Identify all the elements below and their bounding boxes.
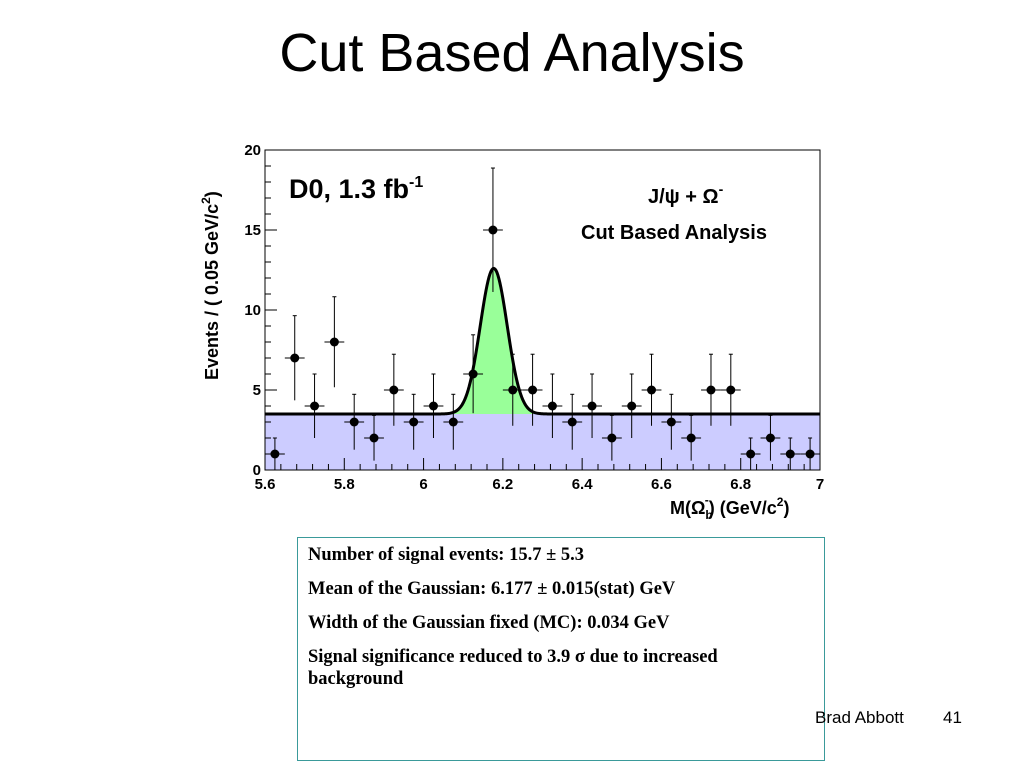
data-marker — [607, 433, 617, 443]
data-point — [621, 373, 642, 438]
data-point — [582, 373, 602, 438]
data-marker — [389, 385, 399, 395]
fit-curve — [265, 266, 820, 416]
signal-area — [439, 268, 548, 414]
x-axis-label: M(Ωb-) (GeV/c2) — [670, 493, 789, 522]
data-point — [780, 437, 801, 470]
fit-results-box: Number of signal events: 15.7 ± 5.3 Mean… — [297, 537, 825, 761]
data-marker — [627, 401, 637, 411]
data-marker — [270, 449, 280, 459]
y-tick-label: 5 — [253, 382, 261, 399]
signal-gaussian-region — [439, 268, 548, 414]
data-marker — [686, 433, 696, 443]
x-tick-label: 7 — [816, 476, 824, 493]
footer-author: Brad Abbott — [815, 708, 904, 727]
data-point — [740, 437, 761, 470]
data-point — [483, 167, 503, 292]
y-axis-label: Events / ( 0.05 GeV/c2) — [199, 191, 222, 380]
experiment-label: D0, 1.3 fb-1 — [289, 174, 423, 204]
data-point — [284, 315, 305, 401]
x-tick-label: 6.4 — [572, 476, 594, 493]
data-marker — [290, 353, 300, 363]
data-marker — [746, 449, 756, 459]
data-marker — [785, 449, 795, 459]
data-point — [720, 353, 741, 426]
data-marker — [409, 417, 419, 427]
data-point — [800, 437, 820, 470]
data-marker — [448, 417, 458, 427]
fit-curve-line — [265, 266, 820, 416]
data-point — [562, 393, 583, 450]
signal-events-text: Number of signal events: 15.7 ± 5.3 — [308, 545, 585, 565]
data-marker — [369, 433, 379, 443]
page-number: 41 — [943, 708, 962, 727]
x-tick-label: 5.8 — [334, 476, 355, 493]
data-point — [304, 373, 325, 438]
data-point — [443, 393, 464, 450]
data-marker — [587, 401, 597, 411]
data-point — [344, 393, 365, 450]
data-marker — [329, 337, 339, 347]
data-point — [502, 353, 523, 426]
data-marker — [428, 401, 438, 411]
data-point — [641, 353, 662, 426]
data-marker — [765, 433, 775, 443]
data-marker — [805, 449, 815, 459]
data-marker — [647, 385, 657, 395]
data-marker — [488, 225, 498, 235]
data-marker — [528, 385, 538, 395]
y-tick-label: 20 — [244, 142, 261, 159]
data-marker — [567, 417, 577, 427]
slide-title: Cut Based Analysis — [279, 23, 745, 83]
data-marker — [547, 401, 557, 411]
data-marker — [508, 385, 518, 395]
data-point — [463, 334, 484, 414]
y-tick-label: 0 — [253, 462, 261, 479]
data-marker — [468, 369, 478, 379]
data-point — [522, 353, 543, 426]
data-point — [542, 373, 563, 438]
axis-ticks: 5.6 5.8 6 6.2 6.4 6.6 6.8 7 0 5 10 15 20 — [244, 142, 824, 493]
data-marker — [706, 385, 716, 395]
data-marker — [310, 401, 320, 411]
data-point — [661, 393, 682, 450]
channel-label: J/ψ + Ω- — [648, 181, 724, 208]
data-point — [601, 414, 622, 461]
data-point — [760, 414, 781, 461]
gaussian-mean-text: Mean of the Gaussian: 6.177 ± 0.015(stat… — [308, 579, 676, 599]
data-marker — [349, 417, 359, 427]
y-tick-label: 15 — [244, 222, 261, 239]
x-tick-label: 6.6 — [651, 476, 672, 493]
data-point — [681, 414, 702, 461]
data-point — [403, 393, 424, 450]
gaussian-width-text: Width of the Gaussian fixed (MC): 0.034 … — [308, 613, 670, 633]
x-tick-label: 6 — [419, 476, 427, 493]
data-point — [423, 373, 444, 438]
x-tick-label: 6.8 — [730, 476, 751, 493]
y-tick-label: 10 — [244, 302, 261, 319]
x-tick-label: 6.2 — [492, 476, 513, 493]
data-point — [701, 353, 721, 426]
data-point — [324, 296, 345, 388]
data-points — [265, 167, 820, 470]
significance-text: Signal significance reduced to 3.9 σ due… — [308, 647, 718, 689]
x-tick-label: 5.6 — [255, 476, 276, 493]
analysis-label: Cut Based Analysis — [581, 222, 767, 244]
data-point — [364, 414, 384, 461]
data-point — [383, 353, 404, 426]
data-marker — [666, 417, 676, 427]
data-marker — [726, 385, 736, 395]
